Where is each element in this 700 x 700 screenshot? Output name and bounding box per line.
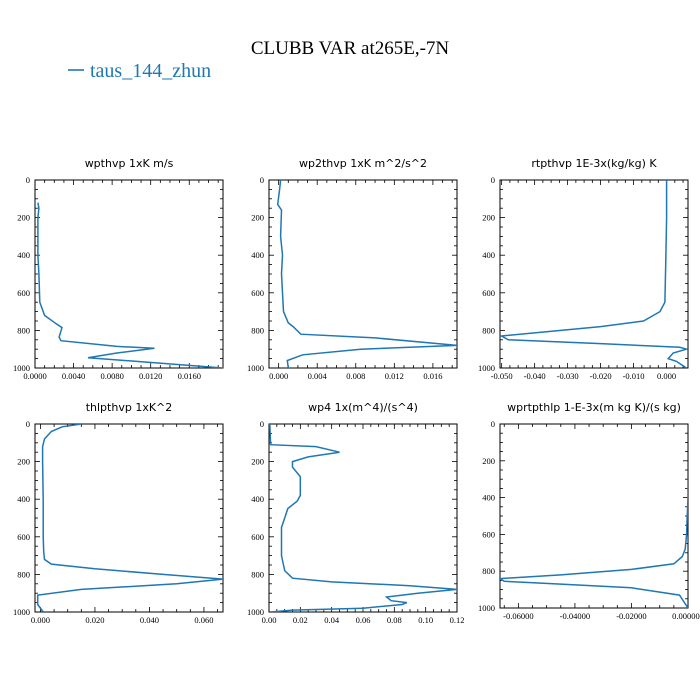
y-tick-label: 600: [482, 288, 495, 298]
series-line-1: [276, 180, 457, 368]
panel-title: wprtpthlp 1-E-3x(m kg K)/(s kg): [507, 401, 681, 414]
x-tick-label: 0.04: [324, 615, 340, 625]
panel-title: wp2thvp 1xK m^2/s^2: [299, 157, 427, 170]
y-tick-label: 1000: [247, 363, 264, 373]
panel-title: wpthvp 1xK m/s: [85, 157, 174, 170]
y-tick-label: 600: [251, 532, 264, 542]
y-tick-label: 1000: [478, 603, 495, 613]
x-tick-label: -0.030: [557, 371, 579, 381]
x-tick-label: 0.060: [194, 615, 213, 625]
y-tick-label: 400: [482, 493, 495, 503]
x-tick-label: 0.016: [423, 371, 442, 381]
y-tick-label: 200: [17, 457, 30, 467]
series-line-1: [36, 424, 223, 612]
y-tick-label: 1000: [247, 607, 264, 617]
series-line-1: [37, 202, 223, 368]
panel-title: thlpthvp 1xK^2: [86, 401, 173, 414]
x-tick-label: -0.050: [491, 371, 513, 381]
x-tick-label: 0.0080: [100, 371, 123, 381]
panel-title: rtpthvp 1E-3x(kg/kg) K: [531, 157, 657, 170]
y-tick-label: 0: [260, 175, 264, 185]
y-tick-label: 800: [17, 325, 30, 335]
y-tick-label: 400: [251, 250, 264, 260]
y-tick-label: 400: [17, 494, 30, 504]
series-line-1: [269, 424, 457, 612]
y-tick-label: 600: [17, 532, 30, 542]
y-tick-label: 1000: [13, 607, 30, 617]
x-tick-label: 0.10: [418, 615, 433, 625]
chart-panel-2: wp2thvp 1xK m^2/s^2 0 200 400 600 800 1000 0.00…: [247, 157, 458, 381]
legend-label: taus_144_zhun: [90, 60, 211, 82]
x-tick-label: 0.040: [140, 615, 159, 625]
x-tick-label: 0.08: [387, 615, 402, 625]
x-tick-label: 0.000000: [672, 611, 700, 621]
y-tick-label: 0: [26, 419, 30, 429]
figure-title: CLUBB VAR at265E,-7N: [251, 38, 450, 59]
x-tick-label: 0.0000: [23, 371, 46, 381]
y-tick-label: 200: [482, 456, 495, 466]
series-line-1: [500, 479, 688, 608]
y-tick-label: 600: [17, 288, 30, 298]
x-tick-label: 0.0040: [62, 371, 85, 381]
y-tick-label: 200: [482, 213, 495, 223]
y-tick-label: 200: [251, 213, 264, 223]
chart-panel-6: wprtpthlp 1-E-3x(m kg K)/(s kg) 0 200 400 60…: [478, 401, 700, 621]
x-tick-label: 0.000: [31, 615, 50, 625]
y-tick-label: 800: [17, 569, 30, 579]
x-tick-label: -0.04000: [560, 611, 590, 621]
x-tick-label: 0.008: [346, 371, 365, 381]
x-tick-label: 0.012: [385, 371, 404, 381]
legend: taus_144_zhun: [68, 60, 211, 82]
x-tick-label: -0.02000: [616, 611, 646, 621]
y-tick-label: 1000: [13, 363, 30, 373]
y-tick-label: 200: [251, 457, 264, 467]
x-tick-label: -0.06000: [503, 611, 533, 621]
x-tick-label: 0.00: [262, 615, 277, 625]
y-tick-label: 1000: [478, 363, 495, 373]
y-tick-label: 800: [251, 325, 264, 335]
y-tick-label: 800: [251, 569, 264, 579]
chart-panel-3: rtpthvp 1E-3x(kg/kg) K02004006008001000-…: [478, 157, 689, 381]
y-tick-label: 800: [482, 325, 495, 335]
y-tick-label: 400: [17, 250, 30, 260]
y-tick-label: 0: [260, 419, 264, 429]
y-tick-label: 400: [251, 494, 264, 504]
x-tick-label: 0.06: [356, 615, 371, 625]
y-tick-label: 600: [251, 288, 264, 298]
y-tick-label: 200: [17, 213, 30, 223]
x-tick-label: 0.000: [269, 371, 288, 381]
y-tick-label: 400: [482, 250, 495, 260]
x-tick-label: 0.020: [85, 615, 104, 625]
x-tick-label: -0.010: [623, 371, 645, 381]
x-tick-label: -0.040: [524, 371, 546, 381]
x-tick-label: 0.12: [450, 615, 465, 625]
x-tick-label: 0.000: [657, 371, 676, 381]
y-tick-label: 0: [491, 419, 495, 429]
y-tick-label: 0: [491, 175, 495, 185]
y-tick-label: 600: [482, 529, 495, 539]
x-tick-label: 0.02: [293, 615, 308, 625]
series-line-1: [500, 180, 688, 368]
y-tick-label: 800: [482, 566, 495, 576]
x-tick-label: 0.004: [308, 371, 328, 381]
x-tick-label: 0.0120: [139, 371, 162, 381]
x-tick-label: -0.020: [590, 371, 612, 381]
x-tick-label: 0.0160: [178, 371, 201, 381]
panel-title: wp4 1x(m^4)/(s^4): [308, 401, 418, 414]
y-tick-label: 0: [26, 175, 30, 185]
